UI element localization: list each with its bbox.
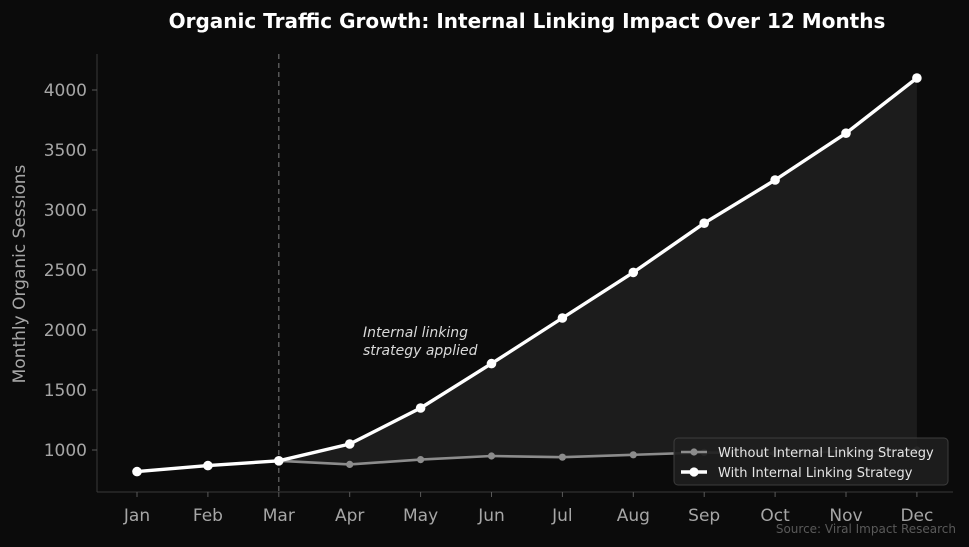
with-strategy-point (486, 358, 497, 369)
without-strategy-point (629, 451, 637, 459)
legend-without-marker (690, 448, 698, 456)
x-tick-label: Jul (551, 506, 573, 526)
with-strategy-point (912, 73, 922, 83)
x-tick-label: Jun (477, 506, 505, 526)
y-tick-label: 1500 (44, 381, 87, 401)
y-axis-label: Monthly Organic Sessions (10, 164, 30, 383)
with-strategy-point (841, 128, 851, 138)
with-strategy-point (628, 267, 639, 278)
x-tick-label: Jan (123, 506, 150, 526)
x-tick-label: Sep (688, 506, 720, 526)
x-tick-label: Feb (193, 506, 223, 526)
x-tick-label: Mar (263, 506, 295, 526)
with-strategy-point (770, 175, 780, 185)
x-tick-label: Oct (760, 506, 790, 526)
with-strategy-point (203, 460, 213, 471)
without-strategy-point (558, 453, 567, 461)
with-strategy-point (132, 466, 142, 477)
with-strategy-point (415, 403, 426, 413)
source-note: Source: Viral Impact Research (776, 522, 956, 536)
y-tick-label: 4000 (44, 81, 87, 101)
y-tick-label: 2000 (44, 321, 87, 341)
gap-area (278, 78, 917, 465)
x-tick-label: May (403, 506, 438, 526)
with-strategy-point (274, 456, 284, 466)
x-tick-label: Nov (829, 506, 862, 526)
x-tick-label: Aug (617, 506, 650, 526)
y-tick-label: 3000 (44, 201, 87, 221)
with-strategy-point (557, 313, 568, 323)
with-strategy-point (344, 439, 355, 449)
without-strategy-point (417, 456, 425, 464)
y-tick-label: 2500 (44, 261, 87, 281)
without-strategy-point (487, 452, 496, 460)
legend-with-marker (689, 467, 699, 477)
legend-box (673, 437, 949, 486)
legend-with-label: With Internal Linking Strategy (718, 466, 913, 481)
x-tick-label: Dec (900, 506, 933, 526)
y-tick-label: 1000 (44, 441, 87, 461)
annotation-line-2: strategy applied (363, 343, 478, 359)
annotation-line-1: Internal linking (363, 325, 468, 341)
legend-without-label: Without Internal Linking Strategy (718, 446, 934, 461)
legend: Without Internal Linking Strategy With In… (673, 437, 949, 486)
with-strategy-point (699, 218, 709, 228)
y-tick-label: 3500 (44, 141, 87, 161)
chart-title: Organic Traffic Growth: Internal Linking… (169, 9, 886, 33)
without-strategy-point (346, 460, 354, 468)
with-strategy-line (136, 76, 918, 474)
x-tick-label: Apr (335, 506, 364, 526)
